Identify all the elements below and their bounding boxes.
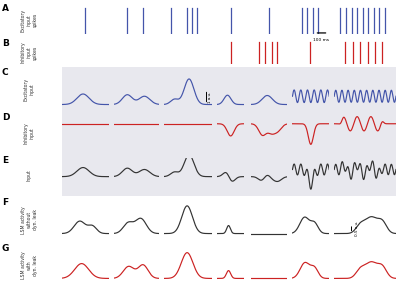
- Text: Excitatory
input: Excitatory input: [24, 78, 35, 101]
- Text: 0.5 a.u.: 0.5 a.u.: [355, 221, 359, 237]
- Text: 1 a.u.: 1 a.u.: [208, 91, 212, 103]
- Text: B: B: [2, 39, 9, 48]
- Text: LSM activity
with
dyn. leak: LSM activity with dyn. leak: [21, 252, 38, 279]
- Text: G: G: [2, 244, 9, 253]
- Text: F: F: [2, 198, 8, 207]
- Text: LSM activity
without
dyn. leak: LSM activity without dyn. leak: [21, 206, 38, 234]
- Text: Excitatory
input
spikes: Excitatory input spikes: [21, 9, 38, 32]
- Text: Input: Input: [27, 169, 32, 181]
- Text: Inhibitory
input
spikes: Inhibitory input spikes: [21, 42, 38, 63]
- Text: D: D: [2, 113, 10, 123]
- Text: E: E: [2, 156, 8, 165]
- Text: Inhibitory
input: Inhibitory input: [24, 122, 35, 144]
- Text: C: C: [2, 68, 9, 77]
- Text: 100 ms: 100 ms: [314, 38, 330, 42]
- Text: A: A: [2, 4, 9, 13]
